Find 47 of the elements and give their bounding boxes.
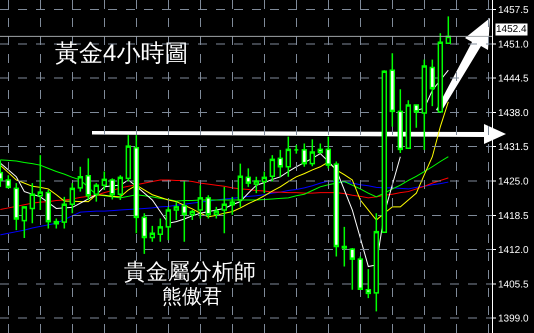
annotation: 貴金屬分析師: [124, 259, 256, 284]
candlestick: [30, 182, 36, 224]
candlestick: [62, 196, 68, 230]
candlestick: [358, 256, 364, 290]
y-tick-label: 1399.0: [498, 314, 530, 325]
candlestick: [142, 212, 148, 255]
candlestick: [22, 206, 28, 239]
candlestick: [390, 52, 396, 128]
candlestick: [46, 189, 52, 230]
candlestick: [310, 138, 316, 167]
candlestick: [446, 16, 452, 44]
candlestick: [286, 136, 292, 178]
y-tick-label: 1405.5: [498, 279, 530, 290]
candlestick: [254, 176, 260, 194]
candlestick: [270, 154, 276, 182]
candlestick: [374, 212, 380, 312]
candlestick: [54, 218, 60, 230]
candlestick: [14, 182, 20, 231]
y-tick-label: 1412.0: [498, 245, 530, 256]
candlestick: [78, 166, 84, 192]
candlestick: [166, 206, 172, 241]
candlestick: [190, 209, 196, 221]
ref-line-label: 1452.4: [496, 24, 528, 35]
y-tick-label: 1451.0: [498, 39, 530, 50]
candlestick: [422, 58, 428, 151]
candlestick: [150, 225, 156, 242]
text: 黃金4小時圖: [55, 40, 188, 67]
y-tick-label: 1444.5: [498, 74, 530, 85]
candlestick: [366, 268, 372, 299]
y-tick-label: 1457.5: [498, 5, 530, 16]
y-tick-label: 1438.0: [498, 108, 530, 119]
y-tick-label: 1431.5: [498, 142, 530, 154]
candlestick: [350, 247, 356, 290]
y-tick-label: 1425.0: [498, 176, 530, 188]
candlestick: [294, 144, 300, 154]
candlestick: [102, 170, 108, 191]
candlestick: [262, 170, 268, 194]
candlestick: [342, 226, 348, 268]
candlestick: [246, 168, 252, 188]
candlestick: [70, 182, 76, 214]
y-tick-label: 1418.5: [498, 210, 530, 222]
candlestick: [126, 134, 132, 182]
candlestick: [158, 218, 164, 242]
candlestick: [6, 174, 12, 190]
annotation: 熊傲君: [162, 286, 222, 308]
candlestick: [214, 206, 220, 220]
candlestick: [398, 88, 404, 154]
